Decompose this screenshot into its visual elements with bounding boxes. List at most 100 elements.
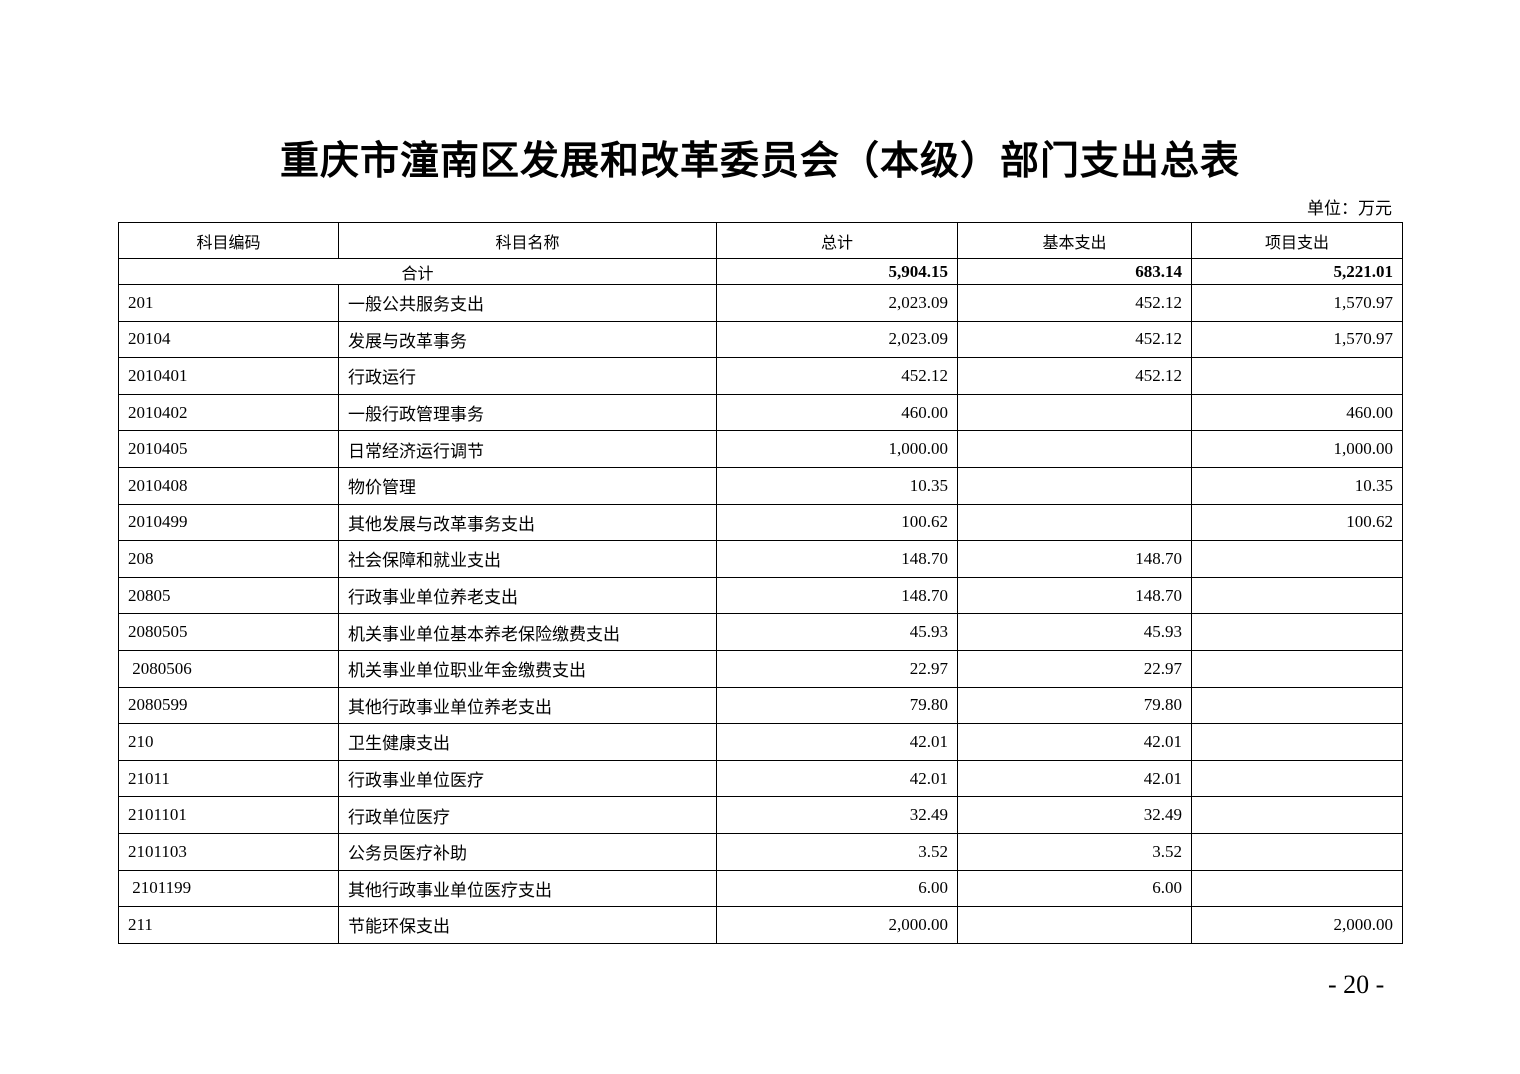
total-total: 5,904.15 xyxy=(716,258,958,285)
cell-name: 行政运行 xyxy=(338,357,717,395)
cell-name: 节能环保支出 xyxy=(338,906,717,944)
cell-project xyxy=(1191,613,1403,651)
table-row: 2101199 其他行政事业单位医疗支出 6.00 6.00 xyxy=(118,869,1403,908)
cell-code: 20104 xyxy=(118,320,339,359)
unit-label: 单位：万元 xyxy=(1307,199,1392,218)
cell-name: 日常经济运行调节 xyxy=(338,430,717,468)
cell-project xyxy=(1191,796,1403,834)
cell-total: 10.35 xyxy=(716,466,958,505)
table-row: 208 社会保障和就业支出 148.70 148.70 xyxy=(118,540,1403,578)
cell-code: 2010401 xyxy=(118,357,339,395)
cell-total: 452.12 xyxy=(716,357,958,395)
table-row: 201 一般公共服务支出 2,023.09 452.12 1,570.97 xyxy=(118,284,1403,322)
cell-project xyxy=(1191,686,1403,725)
cell-basic xyxy=(957,430,1192,468)
cell-name: 机关事业单位基本养老保险缴费支出 xyxy=(338,613,717,651)
page-number: - 20 - xyxy=(1328,970,1385,999)
cell-code: 2080599 xyxy=(118,686,339,725)
table-row: 2080599 其他行政事业单位养老支出 79.80 79.80 xyxy=(118,686,1403,725)
cell-total: 42.01 xyxy=(716,723,958,761)
table-row: 2101103 公务员医疗补助 3.52 3.52 xyxy=(118,832,1403,871)
table-row: 2080506 机关事业单位职业年金缴费支出 22.97 22.97 xyxy=(118,649,1403,688)
cell-basic: 42.01 xyxy=(957,723,1192,761)
table-row: 2010499 其他发展与改革事务支出 100.62 100.62 xyxy=(118,503,1403,542)
cell-project xyxy=(1191,869,1403,908)
cell-name: 物价管理 xyxy=(338,466,717,505)
total-label: 合计 xyxy=(118,258,717,285)
cell-basic xyxy=(957,393,1192,432)
table-row: 2101101 行政单位医疗 32.49 32.49 xyxy=(118,796,1403,834)
cell-name: 公务员医疗补助 xyxy=(338,832,717,871)
column-header: 项目支出 xyxy=(1191,222,1403,259)
column-header: 科目编码 xyxy=(118,222,339,259)
cell-total: 148.70 xyxy=(716,540,958,578)
cell-name: 机关事业单位职业年金缴费支出 xyxy=(338,649,717,688)
cell-code: 2101103 xyxy=(118,832,339,871)
cell-project: 10.35 xyxy=(1191,466,1403,505)
cell-basic: 452.12 xyxy=(957,320,1192,359)
page-title: 重庆市潼南区发展和改革委员会（本级）部门支出总表 xyxy=(279,140,1240,183)
cell-code: 211 xyxy=(118,906,339,944)
cell-basic: 32.49 xyxy=(957,796,1192,834)
cell-name: 一般公共服务支出 xyxy=(338,284,717,322)
column-header: 科目名称 xyxy=(338,222,717,259)
cell-code: 2010405 xyxy=(118,430,339,468)
cell-project xyxy=(1191,723,1403,761)
cell-basic: 45.93 xyxy=(957,613,1192,651)
cell-project: 1,570.97 xyxy=(1191,284,1403,322)
total-basic: 683.14 xyxy=(957,258,1192,285)
cell-name: 行政单位医疗 xyxy=(338,796,717,834)
cell-code: 2010408 xyxy=(118,466,339,505)
column-header: 总计 xyxy=(716,222,958,259)
cell-code: 2080506 xyxy=(118,649,339,688)
cell-total: 32.49 xyxy=(716,796,958,834)
table-row: 211 节能环保支出 2,000.00 2,000.00 xyxy=(118,906,1403,944)
cell-name: 一般行政管理事务 xyxy=(338,393,717,432)
cell-basic xyxy=(957,906,1192,944)
table-row: 21011 行政事业单位医疗 42.01 42.01 xyxy=(118,759,1403,798)
cell-code: 2101101 xyxy=(118,796,339,834)
table-row: 2010402 一般行政管理事务 460.00 460.00 xyxy=(118,393,1403,432)
cell-total: 2,023.09 xyxy=(716,284,958,322)
cell-project: 100.62 xyxy=(1191,503,1403,542)
cell-basic: 148.70 xyxy=(957,576,1192,615)
cell-name: 其他行政事业单位养老支出 xyxy=(338,686,717,725)
cell-total: 6.00 xyxy=(716,869,958,908)
table-row: 210 卫生健康支出 42.01 42.01 xyxy=(118,723,1403,761)
cell-code: 201 xyxy=(118,284,339,322)
cell-project xyxy=(1191,576,1403,615)
cell-code: 20805 xyxy=(118,576,339,615)
cell-basic: 3.52 xyxy=(957,832,1192,871)
cell-code: 21011 xyxy=(118,759,339,798)
cell-basic xyxy=(957,466,1192,505)
cell-code: 210 xyxy=(118,723,339,761)
cell-code: 2101199 xyxy=(118,869,339,908)
cell-total: 42.01 xyxy=(716,759,958,798)
cell-project: 1,000.00 xyxy=(1191,430,1403,468)
cell-name: 社会保障和就业支出 xyxy=(338,540,717,578)
cell-project xyxy=(1191,649,1403,688)
cell-total: 79.80 xyxy=(716,686,958,725)
cell-name: 其他发展与改革事务支出 xyxy=(338,503,717,542)
cell-total: 3.52 xyxy=(716,832,958,871)
cell-basic: 42.01 xyxy=(957,759,1192,798)
cell-project: 460.00 xyxy=(1191,393,1403,432)
total-project: 5,221.01 xyxy=(1191,258,1403,285)
cell-total: 45.93 xyxy=(716,613,958,651)
cell-basic: 22.97 xyxy=(957,649,1192,688)
cell-basic: 452.12 xyxy=(957,284,1192,322)
cell-total: 22.97 xyxy=(716,649,958,688)
cell-code: 2010499 xyxy=(118,503,339,542)
cell-project: 1,570.97 xyxy=(1191,320,1403,359)
table-row: 2010401 行政运行 452.12 452.12 xyxy=(118,357,1403,395)
cell-basic: 148.70 xyxy=(957,540,1192,578)
cell-total: 2,023.09 xyxy=(716,320,958,359)
total-row: 合计 5,904.15 683.14 5,221.01 xyxy=(118,258,1403,285)
cell-basic: 79.80 xyxy=(957,686,1192,725)
cell-total: 100.62 xyxy=(716,503,958,542)
cell-name: 行政事业单位医疗 xyxy=(338,759,717,798)
table-header: 科目编码 科目名称 总计 基本支出 项目支出 xyxy=(118,222,1403,259)
table-row: 20805 行政事业单位养老支出 148.70 148.70 xyxy=(118,576,1403,615)
cell-basic xyxy=(957,503,1192,542)
table-row: 2010408 物价管理 10.35 10.35 xyxy=(118,466,1403,505)
